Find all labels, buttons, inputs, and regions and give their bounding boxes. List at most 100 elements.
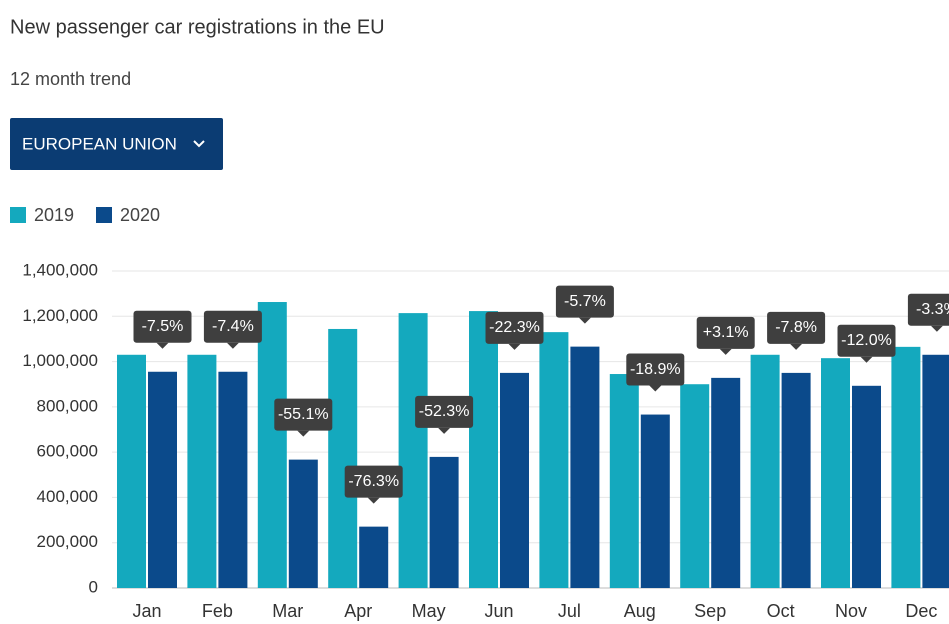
y-tick-label: 800,000	[37, 396, 98, 415]
change-callout: -18.9%	[626, 353, 685, 392]
bar	[288, 459, 318, 588]
y-tick-label: 1,200,000	[22, 306, 98, 325]
callout-box	[767, 311, 826, 344]
callout-pointer	[367, 497, 380, 504]
dropdown-label[interactable]: EUROPEAN UNION	[22, 134, 177, 153]
x-tick-label: Oct	[767, 601, 795, 621]
change-label: -5.7%	[564, 293, 606, 310]
bar	[398, 313, 428, 588]
y-tick-label: 1,400,000	[22, 260, 98, 279]
change-callout: -76.3%	[344, 465, 403, 504]
bar	[781, 372, 811, 588]
x-tick-label: Apr	[344, 601, 372, 621]
change-callout: -22.3%	[485, 311, 544, 350]
change-callout: -7.4%	[203, 310, 262, 349]
callout-pointer	[438, 427, 451, 434]
change-callout: -3.3%	[907, 293, 949, 332]
legend-label: 2019	[34, 205, 74, 225]
chart-subtitle: 12 month trend	[10, 69, 131, 89]
legend-swatch	[96, 207, 112, 223]
change-label: -18.9%	[630, 361, 681, 378]
x-tick-label: Sep	[694, 601, 726, 621]
callout-box	[485, 311, 544, 344]
change-callout: +3.1%	[696, 316, 755, 355]
bar	[328, 328, 358, 588]
region-dropdown[interactable]: EUROPEAN UNION	[10, 118, 223, 170]
callout-box	[415, 395, 474, 428]
change-label: -76.3%	[348, 473, 399, 490]
bar	[609, 374, 639, 588]
change-callout: -7.8%	[767, 311, 826, 350]
bar	[750, 354, 780, 588]
change-label: -7.4%	[212, 318, 254, 335]
callout-pointer	[297, 430, 310, 437]
change-label: -12.0%	[841, 332, 892, 349]
legend-label: 2020	[120, 205, 160, 225]
callout-box	[907, 293, 949, 326]
bar	[359, 526, 389, 588]
x-tick-label: Dec	[905, 601, 937, 621]
y-tick-label: 600,000	[37, 442, 98, 461]
callout-box	[626, 353, 685, 386]
x-tick-label: Jan	[132, 601, 161, 621]
bar	[257, 302, 287, 588]
callout-box	[344, 465, 403, 498]
change-label: -3.3%	[916, 301, 949, 318]
dropdown-chevron[interactable]	[193, 140, 205, 148]
y-tick-label: 1,000,000	[22, 351, 98, 370]
bar	[500, 372, 529, 588]
bar	[640, 414, 670, 588]
bar	[711, 377, 741, 588]
change-label: -7.8%	[775, 319, 817, 336]
bar	[218, 371, 248, 588]
change-callout: -52.3%	[415, 395, 474, 434]
legend-swatch	[10, 207, 26, 223]
bar	[891, 346, 921, 588]
dropdown-button[interactable]	[10, 118, 223, 170]
callout-pointer	[508, 343, 521, 350]
change-label: -55.1%	[278, 406, 329, 423]
change-callout: -55.1%	[274, 398, 333, 437]
callout-box	[133, 310, 192, 343]
x-tick-label: Jun	[484, 601, 513, 621]
callout-pointer	[649, 385, 662, 392]
change-label: -7.5%	[142, 318, 184, 335]
x-tick-label: May	[412, 601, 446, 621]
x-tick-label: Aug	[624, 601, 656, 621]
change-callout: -7.5%	[133, 310, 192, 349]
callout-pointer	[578, 317, 591, 324]
bar	[821, 358, 850, 588]
callout-pointer	[226, 342, 239, 349]
bar	[922, 354, 949, 588]
bar	[429, 456, 459, 588]
change-callout: -12.0%	[837, 324, 896, 363]
bar	[680, 384, 710, 588]
bar	[570, 346, 600, 588]
x-tick-label: Nov	[835, 601, 867, 621]
callout-pointer	[790, 343, 803, 350]
bar	[117, 354, 146, 588]
x-tick-label: Jul	[558, 601, 581, 621]
callout-box	[696, 316, 755, 349]
change-label: -22.3%	[489, 319, 540, 336]
change-callout: -5.7%	[555, 285, 614, 324]
callout-pointer	[719, 348, 732, 355]
callout-pointer	[156, 342, 169, 349]
y-tick-label: 400,000	[37, 487, 98, 506]
callout-pointer	[930, 325, 943, 332]
y-tick-label: 200,000	[37, 532, 98, 551]
callout-box	[203, 310, 262, 343]
bar	[148, 371, 177, 588]
chart-title: New passenger car registrations in the E…	[10, 16, 385, 38]
x-tick-label: Mar	[272, 601, 303, 621]
bar	[469, 311, 498, 588]
callout-box	[274, 398, 333, 431]
y-tick-label: 0	[89, 577, 98, 596]
callout-box	[837, 324, 896, 357]
bar	[539, 332, 569, 588]
change-label: -52.3%	[419, 403, 470, 420]
change-label: +3.1%	[703, 324, 749, 341]
bar	[852, 385, 881, 588]
bar	[187, 354, 217, 588]
